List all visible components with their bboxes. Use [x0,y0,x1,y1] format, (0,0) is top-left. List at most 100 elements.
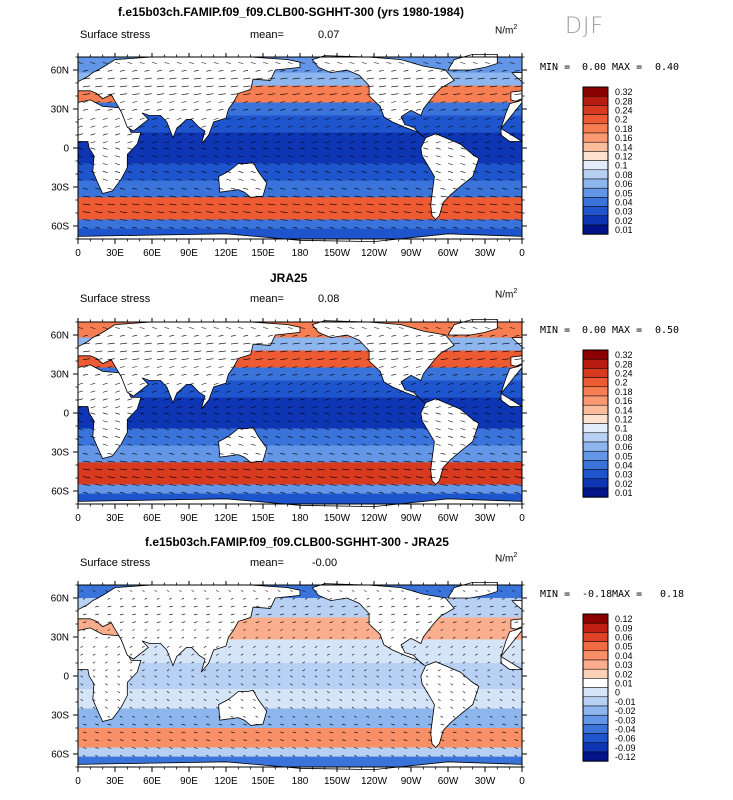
stress-vector [509,62,515,64]
stress-vector [391,219,399,221]
stress-vector [415,747,420,749]
stress-band [78,197,522,220]
stress-vector [329,219,337,221]
stress-vector [509,435,515,438]
stress-vector [403,366,409,368]
stress-vector [448,327,453,329]
stress-vector [287,327,293,329]
stress-vector [132,188,138,190]
stress-vector [243,637,246,639]
stress-vector [472,398,478,401]
stress-vector [206,605,210,608]
stress-vector [152,141,158,144]
stress-vector [82,629,86,631]
stress-vector [465,342,473,345]
stress-vector [489,747,494,749]
stress-vector [354,723,358,726]
stress-vector [435,420,441,423]
stress-vector [499,675,503,678]
stress-vector [280,203,288,206]
stress-vector [329,731,334,734]
stress-vector [337,428,343,431]
coastline [311,583,455,666]
stress-vector [435,398,441,401]
stress-vector [489,476,498,478]
stress-vector [95,358,103,360]
stress-vector [78,412,84,415]
colorbar-swatch [582,123,609,134]
stress-vector [129,698,133,701]
stress-vector [206,219,214,221]
stress-vector [391,637,394,639]
stress-vector [156,366,162,368]
stress-vector [166,691,170,694]
stress-vector [287,412,293,415]
stress-vector [263,133,269,136]
stress-vector [156,739,161,741]
stress-vector [514,195,522,198]
stress-vector [304,77,313,80]
stress-vector [267,605,272,608]
stress-vector [189,178,195,181]
colorbar-label: 0.08 [615,433,633,443]
stress-vector [139,155,145,158]
stress-vector [95,613,99,616]
stress-vector [438,683,441,686]
stress-vector [361,133,367,136]
colorbar-swatch [582,724,609,734]
stress-vector [267,731,272,734]
stress-vector [428,492,434,494]
stress-vector [415,460,424,463]
stress-vector [119,219,128,221]
stress-vector [304,637,308,639]
stress-vector [82,77,91,80]
stress-vector [324,390,330,393]
stress-vector [95,637,98,639]
stress-vector [213,133,219,136]
stress-vector [263,327,268,329]
stress-vector [144,195,152,198]
stress-vector [351,645,355,648]
stress-vector [90,62,96,64]
stress-vector [497,178,503,181]
stress-vector [354,629,357,631]
stress-vector [226,125,232,128]
y-tick-label: 0 [63,672,69,683]
stress-vector [341,77,350,80]
stress-vector [460,147,466,150]
stress-vector [201,428,207,431]
stress-vector [485,327,490,329]
stress-vector [280,358,288,360]
stress-vector [179,590,182,592]
stress-vector [361,412,367,415]
stress-vector [440,70,446,72]
stress-vector [452,598,456,600]
stress-vector [265,645,269,648]
coastline [447,319,498,336]
colorbar-swatch [582,160,609,171]
stress-band [78,428,522,446]
stress-vector [514,366,520,368]
stress-vector [374,125,380,128]
stress-vector [176,141,182,144]
stress-vector [102,390,108,393]
stress-vector [415,476,424,478]
stress-vector [201,412,207,415]
coastline [500,655,524,670]
stress-vector [127,390,133,393]
stress-vector [452,188,458,190]
stress-vector [139,406,145,409]
stress-vector [144,358,152,360]
stress-vector [339,683,343,686]
stress-vector [477,739,482,741]
stress-vector [452,731,457,734]
stress-vector [142,691,145,694]
stress-vector [92,645,96,648]
stress-vector [107,195,115,198]
stress-vector [317,335,323,337]
stress-vector [341,598,345,600]
stress-vector [403,598,407,600]
stress-vector [292,598,296,600]
stress-vector [238,178,244,181]
stress-vector [230,335,236,337]
